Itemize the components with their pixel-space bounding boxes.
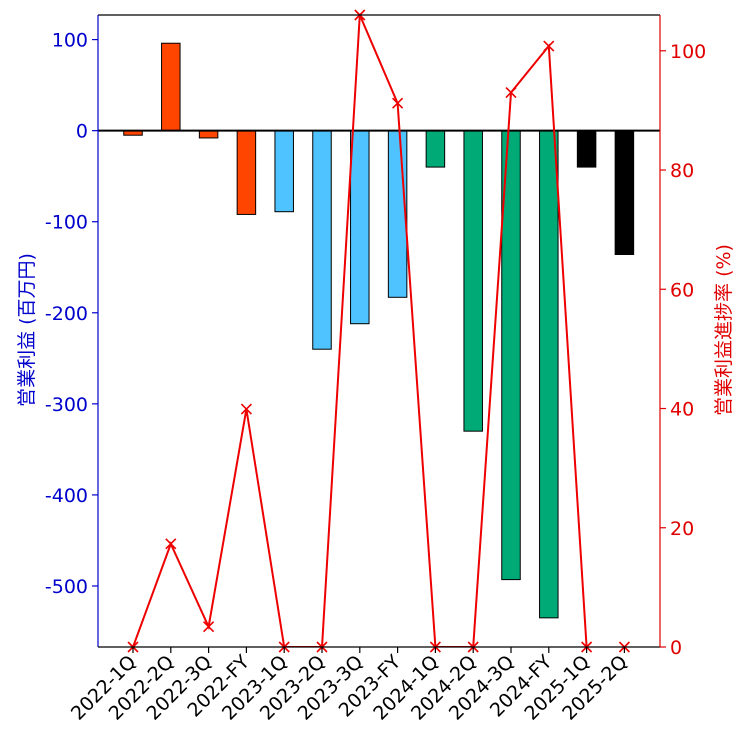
right-tick-label: 60 — [670, 279, 694, 301]
right-tick-label: 100 — [670, 41, 706, 63]
bar-2022-2Q — [161, 42, 181, 132]
bar-2025-2Q — [614, 130, 635, 256]
bar-2024-FY — [539, 130, 559, 619]
bar-2025-1Q — [576, 130, 597, 168]
left-tick-label: 100 — [52, 30, 88, 52]
y-axis-label-left: 営業利益 (百万円) — [16, 253, 38, 407]
right-axis-ticks: 0 20 40 60 80 100 — [660, 41, 706, 659]
right-tick-label: 40 — [670, 399, 694, 421]
bar-2023-2Q — [312, 130, 332, 350]
progress-marker-2022-3Q — [203, 621, 215, 633]
left-tick-label: -200 — [45, 303, 88, 325]
left-tick-label: -500 — [45, 576, 88, 598]
bar-2024-1Q — [425, 130, 446, 168]
bar-2022-3Q — [198, 130, 219, 139]
right-tick-label: 80 — [670, 160, 694, 182]
bars — [123, 42, 635, 619]
right-tick-label: 20 — [670, 518, 694, 540]
left-tick-label: 0 — [76, 121, 88, 143]
bar-2024-2Q — [463, 130, 483, 432]
y-axis-label-right: 営業利益進捗率 (%) — [713, 244, 735, 416]
right-tick-label: 0 — [670, 637, 682, 659]
left-tick-label: -400 — [45, 485, 88, 507]
left-tick-label: -300 — [45, 394, 88, 416]
left-axis-ticks: 100 0 -100 -200 -300 -400 -500 — [45, 30, 98, 598]
progress-marker-2023-FY — [392, 97, 404, 109]
plot-frame — [97, 14, 661, 648]
bar-2023-1Q — [274, 130, 294, 213]
progress-marker-2024-3Q — [505, 86, 517, 99]
progress-marker-2024-FY — [543, 40, 555, 52]
bar-2022-FY — [236, 130, 257, 215]
bar-2023-FY — [387, 130, 408, 298]
left-tick-label: -100 — [45, 212, 88, 234]
progress-marker-2022-FY — [240, 403, 252, 415]
x-axis-ticks: 2022-1Q2022-2Q2022-3Q2022-FY2023-1Q2023-… — [67, 647, 632, 725]
bar-2023-3Q — [350, 130, 370, 325]
progress-marker-2022-2Q — [165, 538, 177, 550]
